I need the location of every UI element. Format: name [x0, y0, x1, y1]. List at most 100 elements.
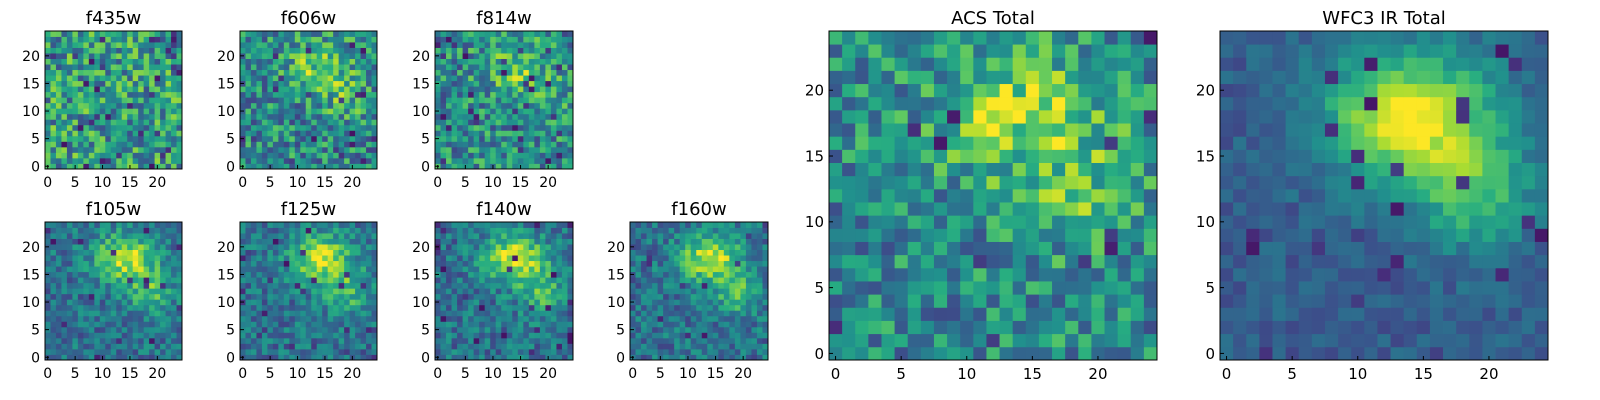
heatmap-cell [567, 58, 574, 65]
heatmap-cell [663, 332, 670, 339]
heatmap-cell [701, 326, 708, 333]
heatmap-cell [61, 222, 68, 228]
heatmap-cell [1012, 267, 1027, 282]
heatmap-cell [55, 42, 62, 48]
heatmap-cell [679, 332, 686, 339]
heatmap-cell [435, 249, 441, 256]
heatmap-cell [495, 135, 502, 142]
heatmap-cell [641, 299, 647, 306]
heatmap-cell [138, 343, 145, 350]
heatmap-cell [446, 260, 452, 267]
heatmap-cell [132, 288, 139, 295]
heatmap-cell [479, 332, 486, 339]
heatmap-cell [495, 42, 502, 48]
heatmap-cell [316, 227, 323, 234]
heatmap-cell [300, 337, 307, 344]
heatmap-cell [171, 119, 177, 126]
heatmap-cell [1078, 175, 1092, 190]
heatmap-cell [316, 238, 323, 245]
heatmap-cell [451, 321, 458, 328]
heatmap-cell [55, 255, 62, 262]
heatmap-cell [294, 53, 301, 59]
heatmap-cell [176, 255, 183, 262]
heatmap-cell [355, 31, 361, 37]
x-tick-label: 15 [707, 366, 725, 382]
heatmap-cell [165, 58, 172, 65]
heatmap-cell [696, 266, 703, 273]
heatmap-cell [446, 233, 452, 239]
heatmap-cell [149, 146, 155, 153]
heatmap-cell [50, 244, 57, 250]
heatmap-cell [278, 321, 285, 328]
heatmap-cell [327, 238, 334, 245]
heatmap-cell [495, 315, 502, 322]
heatmap-cell [154, 80, 161, 87]
heatmap-cell [143, 354, 150, 361]
heatmap-cell [462, 282, 469, 289]
heatmap-cell [567, 343, 574, 350]
heatmap-cell [294, 108, 301, 115]
heatmap-cell [740, 332, 747, 339]
heatmap-cell [250, 91, 257, 98]
heatmap-cell [105, 64, 112, 71]
heatmap-cell [556, 260, 563, 267]
heatmap-cell [545, 293, 552, 300]
heatmap-cell [355, 58, 361, 65]
heatmap-cell [490, 75, 497, 82]
heatmap-cell [88, 36, 95, 43]
heatmap-cell [545, 277, 552, 284]
heatmap-cell [523, 119, 530, 126]
heatmap-cell [712, 315, 719, 322]
heatmap-cell [550, 130, 557, 137]
heatmap-cell [83, 64, 90, 71]
heatmap-cell [468, 53, 475, 59]
y-tick-label: 15 [22, 76, 40, 92]
heatmap-cell [305, 282, 312, 289]
heatmap-cell [360, 354, 367, 361]
heatmap-cell [300, 348, 307, 355]
heatmap-cell [523, 53, 530, 59]
heatmap-cell [534, 288, 541, 295]
heatmap-cell [66, 86, 73, 93]
heatmap-cell [512, 36, 519, 43]
heatmap-cell [121, 222, 128, 228]
heatmap-cell [55, 130, 62, 137]
heatmap-cell [272, 130, 279, 137]
heatmap-cell [1117, 136, 1132, 150]
x-tick-label: 0 [238, 366, 247, 382]
heatmap-cell [256, 277, 263, 284]
heatmap-cell [556, 255, 563, 262]
heatmap-cell [630, 227, 636, 234]
heatmap-cell [855, 254, 869, 269]
heatmap-cell [1104, 202, 1119, 216]
heatmap-cell [473, 86, 480, 93]
heatmap-cell [473, 277, 480, 284]
heatmap-cell [344, 69, 350, 76]
heatmap-cell [261, 75, 268, 82]
heatmap-cell [138, 86, 145, 93]
heatmap-cell [657, 304, 664, 311]
heatmap-cell [679, 282, 686, 289]
heatmap-cell [160, 124, 166, 131]
heatmap-cell [355, 42, 361, 48]
heatmap-cell [160, 163, 166, 170]
heatmap-cell [855, 333, 869, 348]
heatmap-cell [707, 238, 714, 245]
heatmap-cell [94, 47, 101, 54]
heatmap-cell [176, 163, 183, 170]
heatmap-cell [855, 149, 869, 163]
heatmap-cell [283, 260, 290, 267]
heatmap-cell [501, 53, 508, 59]
heatmap-cell [506, 130, 513, 137]
heatmap-cell [894, 281, 909, 295]
heatmap-cell [83, 80, 90, 87]
heatmap-cell [506, 266, 513, 273]
heatmap-cell [176, 36, 183, 43]
heatmap-cell [751, 233, 758, 239]
heatmap-cell [696, 315, 703, 322]
heatmap-cell [556, 244, 563, 250]
heatmap-cell [960, 109, 974, 124]
heatmap-cell [83, 163, 90, 170]
heatmap-cell [149, 293, 155, 300]
